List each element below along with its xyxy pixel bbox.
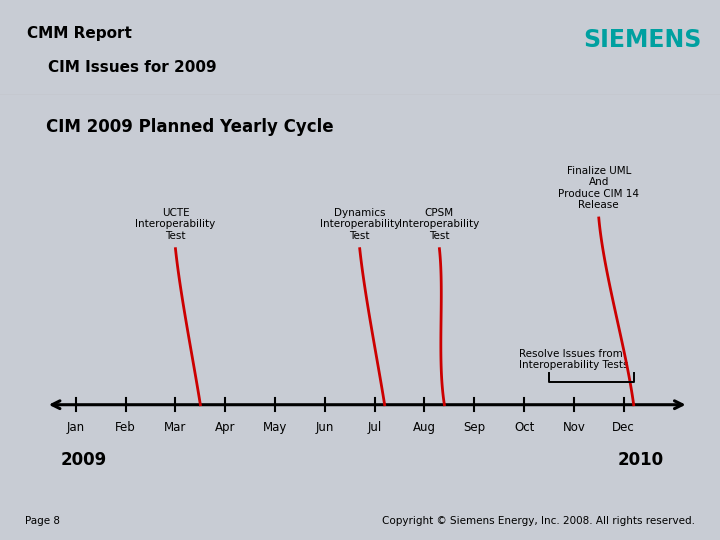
Text: Jan: Jan	[67, 421, 85, 434]
Text: CIM Issues for 2009: CIM Issues for 2009	[27, 60, 217, 76]
Text: UCTE
Interoperability
Test: UCTE Interoperability Test	[135, 208, 215, 241]
Text: Copyright © Siemens Energy, Inc. 2008. All rights reserved.: Copyright © Siemens Energy, Inc. 2008. A…	[382, 516, 695, 526]
Text: SIEMENS: SIEMENS	[584, 28, 702, 52]
Text: Dec: Dec	[612, 421, 635, 434]
Text: Mar: Mar	[164, 421, 186, 434]
Text: CPSM
Interoperability
Test: CPSM Interoperability Test	[400, 208, 480, 241]
Text: Oct: Oct	[514, 421, 534, 434]
Text: Apr: Apr	[215, 421, 235, 434]
Text: Finalize UML
And
Produce CIM 14
Release: Finalize UML And Produce CIM 14 Release	[558, 166, 639, 210]
Text: Jul: Jul	[367, 421, 382, 434]
Text: Feb: Feb	[115, 421, 136, 434]
Text: Aug: Aug	[413, 421, 436, 434]
Text: CMM Report: CMM Report	[27, 26, 132, 42]
Text: May: May	[263, 421, 287, 434]
Text: 2010: 2010	[618, 451, 664, 469]
Text: Jun: Jun	[315, 421, 334, 434]
Text: Resolve Issues from
Interoperability Tests: Resolve Issues from Interoperability Tes…	[519, 349, 629, 370]
Text: Nov: Nov	[562, 421, 585, 434]
Text: Dynamics
Interoperability
Test: Dynamics Interoperability Test	[320, 208, 400, 241]
Text: 2009: 2009	[61, 451, 107, 469]
Text: CIM 2009 Planned Yearly Cycle: CIM 2009 Planned Yearly Cycle	[46, 118, 333, 136]
Text: Page 8: Page 8	[25, 516, 60, 526]
Text: Sep: Sep	[463, 421, 485, 434]
